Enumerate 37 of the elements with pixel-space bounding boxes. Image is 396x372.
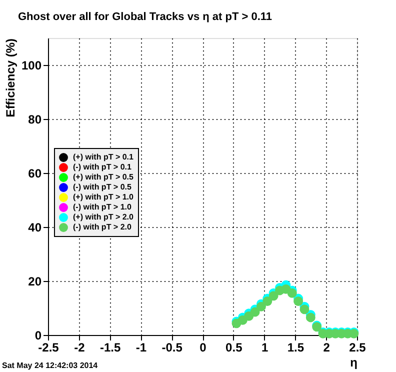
point [262, 296, 272, 306]
point [306, 312, 316, 322]
point [294, 296, 304, 306]
legend-label: (-) with pT > 0.5 [73, 182, 132, 192]
x-tick-label: 2.5 [349, 340, 366, 354]
point [256, 302, 266, 312]
x-tick-label: 1 [261, 340, 268, 354]
chart-title: Ghost over all for Global Tracks vs η at pT > 0.11 [18, 11, 272, 23]
legend-label: (+) with pT > 2.0 [73, 212, 134, 222]
legend-label: (+) with pT > 0.5 [73, 172, 134, 182]
x-tick-label: -1 [136, 340, 147, 354]
y-axis-title: Efficiency (%) [3, 38, 18, 118]
point [250, 307, 260, 317]
y-tick-label: 20 [28, 274, 42, 288]
text: Sat May 24 12:42:03 2014 [2, 361, 98, 370]
x-tick-label: -0.5 [162, 340, 183, 354]
x-tick-label: 0.5 [226, 340, 243, 354]
point [287, 288, 297, 298]
x-tick-label: 2 [323, 340, 330, 354]
x-axis-title: η [350, 356, 358, 370]
legend-label: (-) with pT > 0.1 [73, 162, 132, 172]
point [300, 304, 310, 314]
x-tick-label: 0 [200, 340, 207, 354]
y-tick-label: 100 [21, 58, 42, 72]
x-tick-label: 1.5 [287, 340, 304, 354]
point [268, 291, 278, 301]
x-tick-label: -2 [74, 340, 86, 354]
legend-label: (+) with pT > 1.0 [73, 192, 134, 202]
legend-label: (+) with pT > 0.1 [73, 152, 134, 162]
legend-label: (-) with pT > 2.0 [73, 222, 132, 232]
legend-label: (-) with pT > 1.0 [73, 202, 132, 212]
y-tick-label: 40 [28, 220, 42, 234]
y-tick-label: 60 [28, 166, 42, 180]
x-tick-label: -2.5 [38, 340, 60, 354]
y-tick-label: 0 [34, 328, 42, 342]
y-tick-label: 80 [28, 112, 42, 126]
x-tick-label: -1.5 [100, 340, 121, 354]
